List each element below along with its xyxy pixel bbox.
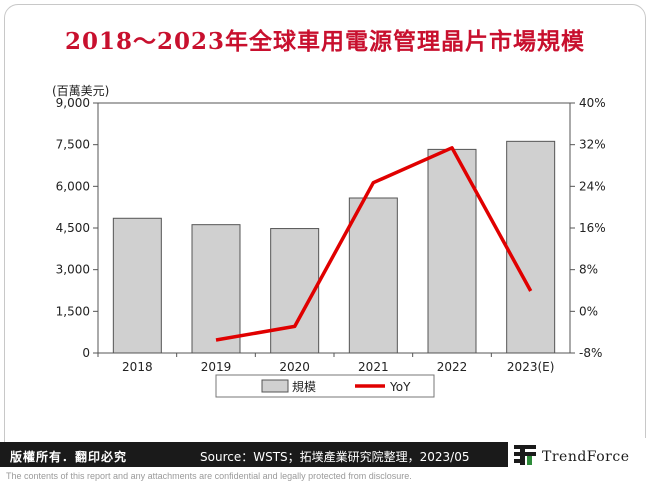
bar (191, 224, 241, 354)
y-tick-label: 9,000 (56, 96, 90, 110)
y-tick-label: 4,500 (56, 221, 90, 235)
x-tick-label: 2021 (358, 360, 389, 374)
y-tick-label: 6,000 (56, 179, 90, 193)
y-tick-label: 7,500 (56, 138, 90, 152)
bar (348, 197, 398, 354)
legend-swatch-bar (261, 379, 289, 393)
source-note: Source：WSTS；拓墣產業研究院整理，2023/05 (200, 450, 470, 464)
legend-label-bar: 規模 (292, 379, 316, 394)
bar (506, 140, 556, 354)
y2-tick-label: 8% (579, 263, 598, 277)
x-tick-label: 2018 (122, 360, 153, 374)
copyright-notice: 版權所有．翻印必究 (10, 450, 128, 464)
y-axis-label: (百萬美元) (52, 84, 109, 98)
y2-tick-label: 16% (579, 221, 606, 235)
trendforce-logo-icon (514, 445, 536, 465)
y2-tick-label: 40% (579, 96, 606, 110)
y2-tick-label: -8% (579, 346, 602, 360)
y2-tick-label: 24% (579, 179, 606, 193)
y2-tick-label: 32% (579, 138, 606, 152)
bar (270, 228, 320, 354)
x-tick-label: 2019 (201, 360, 232, 374)
y2-tick-label: 0% (579, 304, 598, 318)
chart: 9,000 7,500 6,000 4,500 3,000 1,500 0 40% 32% 24%… (52, 84, 606, 398)
x-tick-label: 2023(E) (507, 360, 554, 374)
disclaimer: The contents of this report and any atta… (6, 471, 412, 481)
y-tick-label: 3,000 (56, 263, 90, 277)
legend-label-line: YoY (389, 380, 411, 394)
brand-name: TrendForce (542, 449, 630, 465)
plot-area (97, 102, 571, 354)
bar (112, 217, 162, 354)
bar (427, 148, 477, 354)
chart-title: 2018～2023年全球車用電源管理晶片市場規模 (64, 28, 586, 55)
x-tick-label: 2020 (279, 360, 310, 374)
x-tick-label: 2022 (437, 360, 468, 374)
y-tick-label: 0 (82, 346, 90, 360)
yoy-line (215, 146, 533, 342)
y-tick-label: 1,500 (56, 304, 90, 318)
